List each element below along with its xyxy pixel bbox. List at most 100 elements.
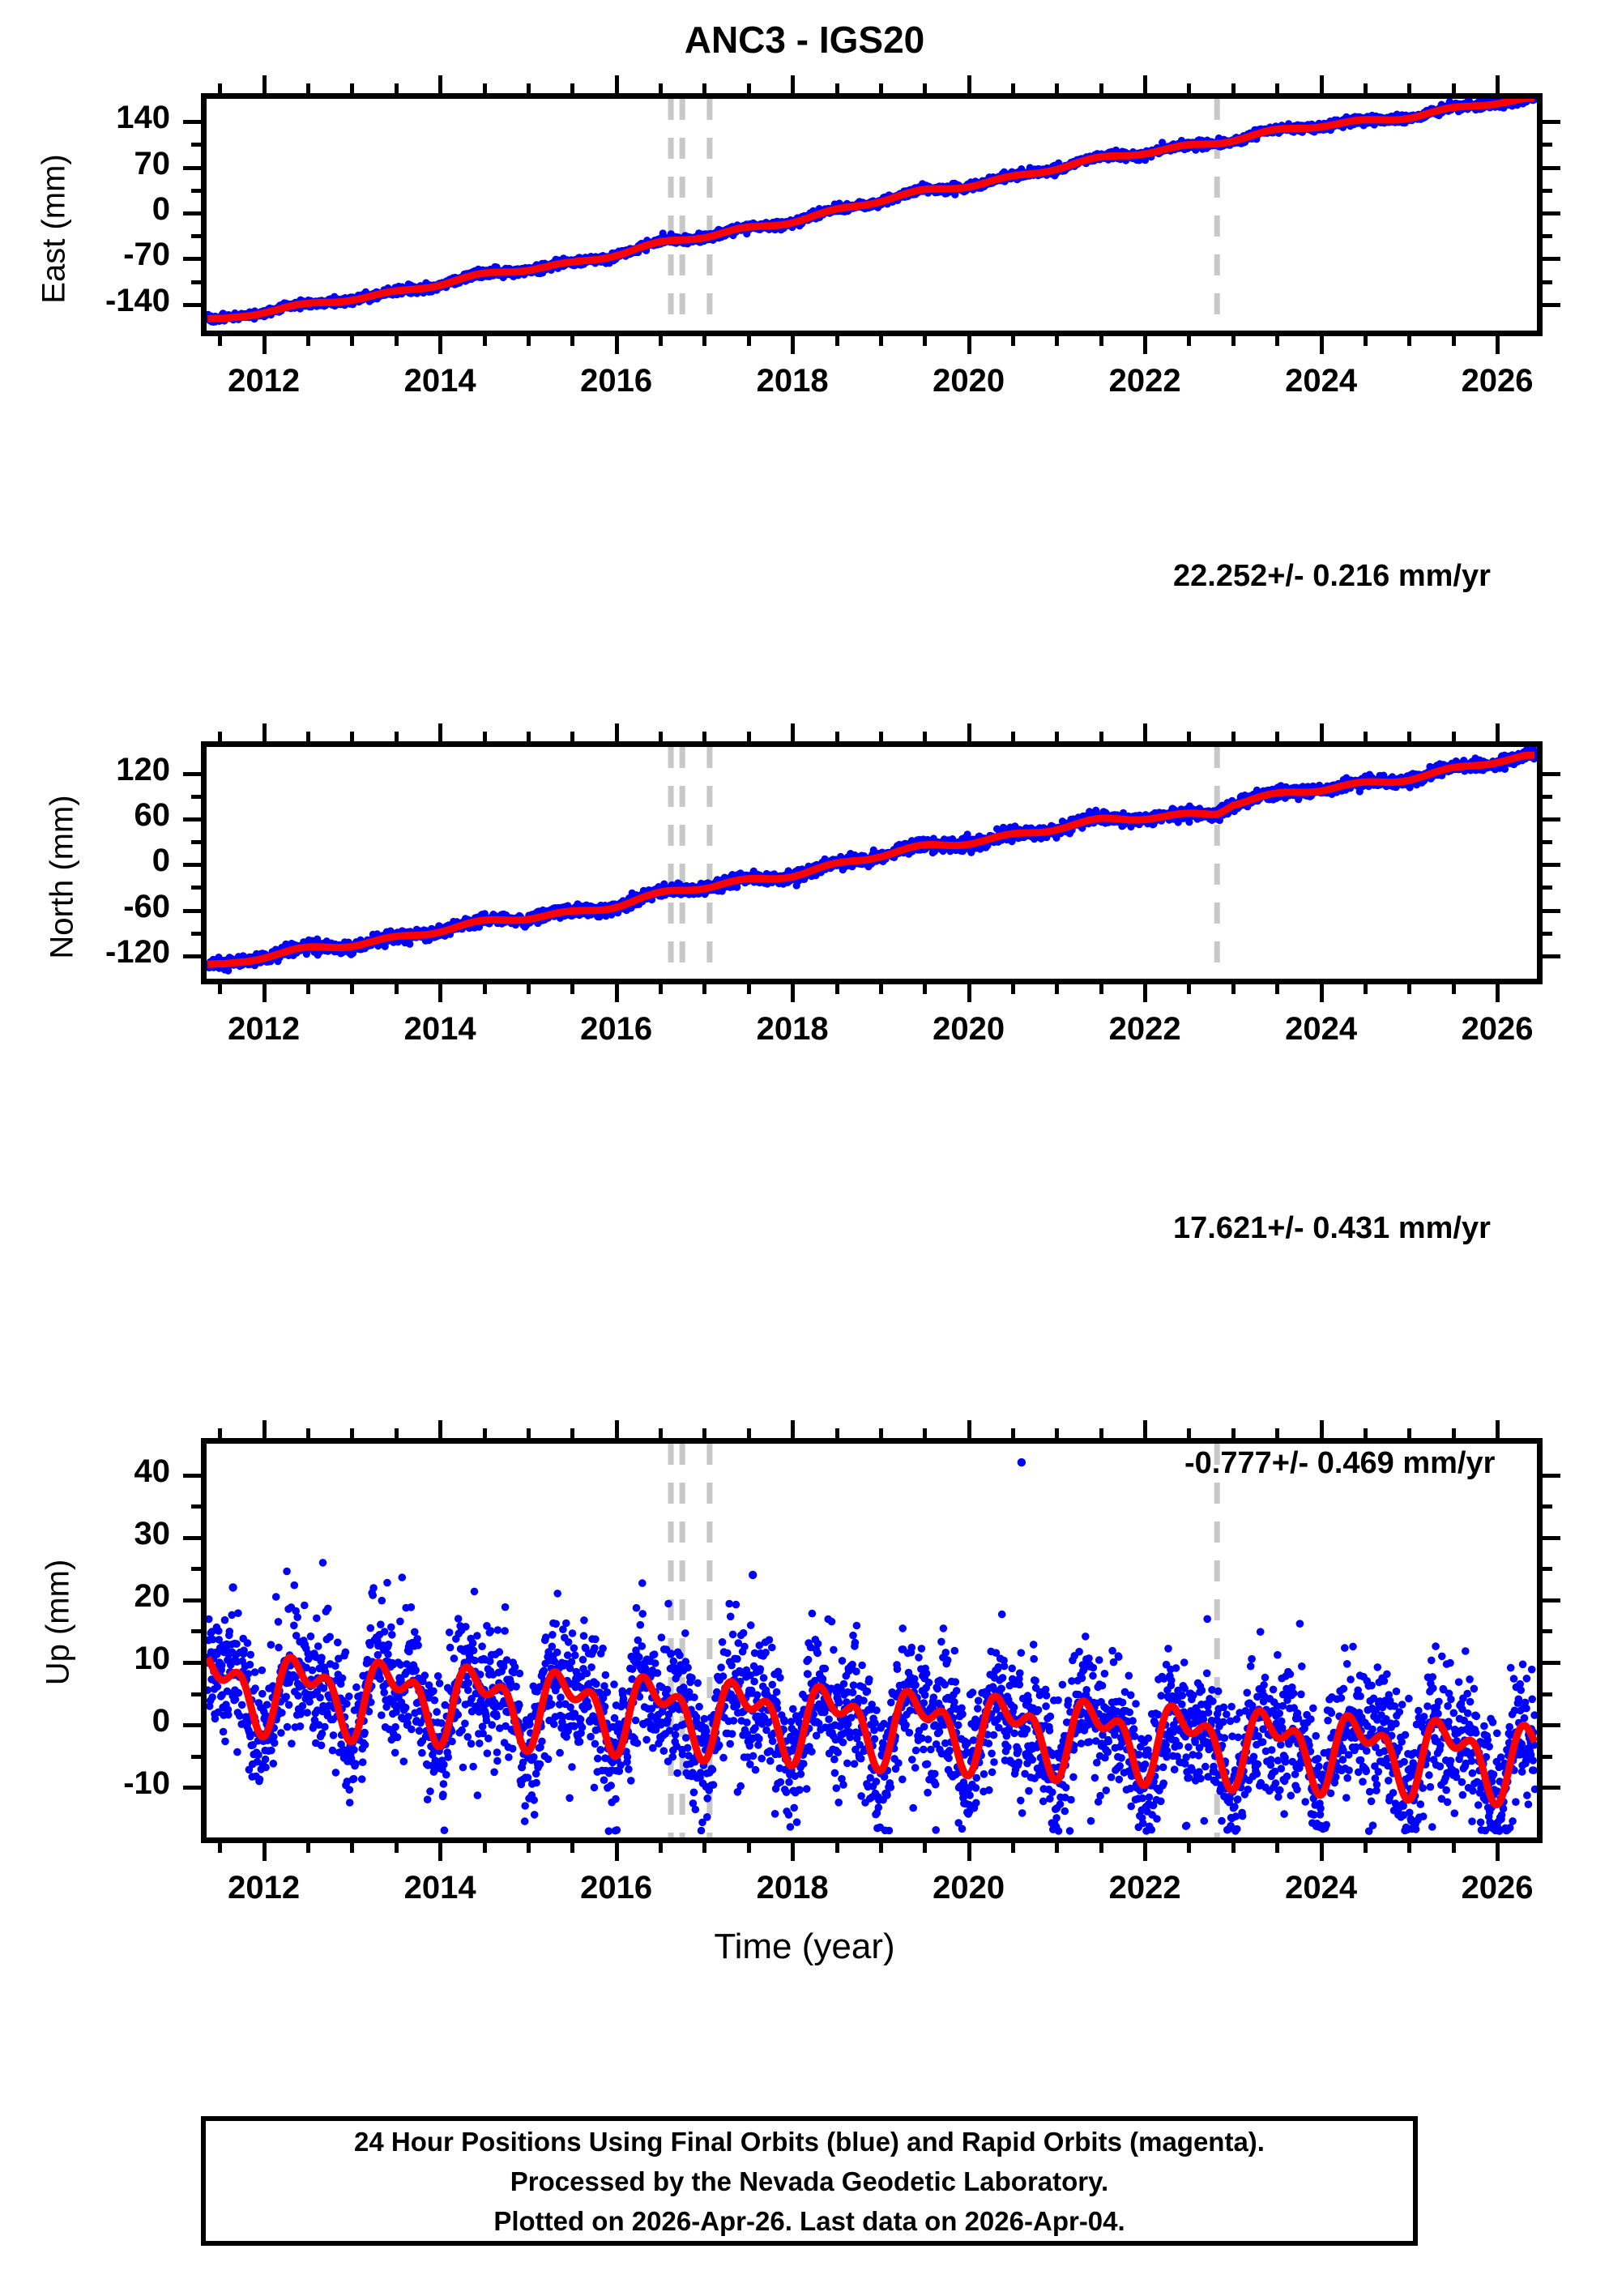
x-minor-tick-up-t-2019.0 [878, 1428, 883, 1438]
x-tick-label-north-2022: 2022 [1108, 1011, 1181, 1047]
x-tick-up-2012 [262, 1843, 267, 1861]
x-minor-tick-east-b-2024.5 [1363, 336, 1368, 346]
x-minor-tick-east-t-2022.5 [1187, 83, 1192, 93]
x-minor-tick-up-t-2023.5 [1275, 1428, 1280, 1438]
x-minor-tick-east-b-2012.5 [306, 336, 311, 346]
y-minor-tick-up-l1 [191, 1567, 201, 1572]
x-minor-tick-up-b-2016.5 [659, 1843, 664, 1853]
x-minor-tick-up-b-2013.5 [394, 1843, 399, 1853]
x-minor-tick-up-b-2025.0 [1407, 1843, 1412, 1853]
x-tick-up-2014 [438, 1843, 443, 1861]
x-tick-top-up-2016 [614, 1420, 619, 1438]
x-tick-label-east-2014: 2014 [403, 363, 476, 399]
y-tick-north-1 [183, 817, 201, 822]
y-tick-up-1 [183, 1535, 201, 1540]
x-minor-tick-east-b-2022.5 [1187, 336, 1192, 346]
x-minor-tick-north-b-2013.0 [350, 984, 355, 994]
x-tick-label-up-2020: 2020 [933, 1870, 1005, 1906]
x-minor-tick-north-b-2019.5 [923, 984, 928, 994]
x-tick-label-east-2018: 2018 [756, 363, 829, 399]
y-tick-label-north-2: 0 [152, 843, 170, 879]
x-minor-tick-up-b-2014.5 [482, 1843, 487, 1853]
x-minor-tick-up-b-2022.5 [1187, 1843, 1192, 1853]
x-minor-tick-up-b-2024.5 [1363, 1843, 1368, 1853]
x-tick-top-up-2018 [791, 1420, 796, 1438]
x-tick-top-east-2018 [791, 75, 796, 93]
x-tick-label-north-2014: 2014 [403, 1011, 476, 1047]
x-tick-up-2020 [967, 1843, 971, 1861]
y-minor-tick-east-r1 [1543, 188, 1552, 193]
footer-caption-box: 24 Hour Positions Using Final Orbits (bl… [201, 2116, 1418, 2246]
y-minor-tick-east-l1 [191, 188, 201, 193]
x-minor-tick-up-b-2015.0 [526, 1843, 531, 1853]
y-tick-north-3 [183, 908, 201, 913]
y-tick-label-east-1: 70 [134, 145, 171, 181]
x-tick-top-east-2020 [967, 75, 971, 93]
x-tick-top-north-2026 [1496, 723, 1500, 741]
x-tick-label-up-2024: 2024 [1285, 1870, 1358, 1906]
x-minor-tick-up-b-2023.0 [1231, 1843, 1236, 1853]
x-minor-tick-north-t-2021.5 [1099, 732, 1103, 741]
x-minor-tick-up-t-2012.5 [306, 1428, 311, 1438]
x-tick-label-north-2016: 2016 [580, 1011, 653, 1047]
x-tick-top-up-2012 [262, 1420, 267, 1438]
x-minor-tick-north-t-2013.0 [350, 732, 355, 741]
x-minor-tick-north-t-2024.5 [1363, 732, 1368, 741]
x-tick-top-north-2012 [262, 723, 267, 741]
x-minor-tick-east-t-2020.5 [1010, 83, 1015, 93]
x-minor-tick-east-b-2019.0 [878, 336, 883, 346]
x-minor-tick-east-b-2013.5 [394, 336, 399, 346]
x-tick-east-2018 [791, 336, 796, 354]
y-tick-east-4 [183, 302, 201, 307]
y-tick-right-north-3 [1543, 908, 1560, 913]
x-minor-tick-east-t-2015.5 [570, 83, 575, 93]
y-minor-tick-north-l0 [191, 794, 201, 799]
x-minor-tick-up-t-2017.5 [746, 1428, 751, 1438]
x-minor-tick-up-b-2025.5 [1451, 1843, 1456, 1853]
x-tick-top-north-2022 [1143, 723, 1148, 741]
x-tick-east-2012 [262, 336, 267, 354]
y-tick-right-up-1 [1543, 1535, 1560, 1540]
x-tick-label-east-2020: 2020 [933, 363, 1005, 399]
x-tick-label-east-2016: 2016 [580, 363, 653, 399]
x-minor-tick-up-t-2022.5 [1187, 1428, 1192, 1438]
y-tick-label-east-4: -140 [105, 282, 170, 318]
x-minor-tick-north-b-2017.5 [746, 984, 751, 994]
x-minor-tick-east-t-2017.0 [702, 83, 707, 93]
x-minor-tick-north-t-2022.5 [1187, 732, 1192, 741]
x-minor-tick-north-t-2016.5 [659, 732, 664, 741]
y-tick-up-0 [183, 1473, 201, 1478]
x-minor-tick-north-t-2015.5 [570, 732, 575, 741]
x-minor-tick-up-b-2023.5 [1275, 1843, 1280, 1853]
x-minor-tick-up-t-2021.5 [1099, 1428, 1103, 1438]
page-title: ANC3 - IGS20 [684, 19, 925, 61]
x-minor-tick-up-b-2015.5 [570, 1843, 575, 1853]
panel-up-data-canvas [207, 1444, 1537, 1837]
x-minor-tick-up-t-2025.5 [1451, 1428, 1456, 1438]
y-tick-right-north-4 [1543, 954, 1560, 958]
y-tick-label-east-2: 0 [152, 190, 170, 227]
x-minor-tick-east-t-2014.5 [482, 83, 487, 93]
x-minor-tick-up-t-2021.0 [1055, 1428, 1060, 1438]
y-tick-north-0 [183, 771, 201, 776]
y-tick-up-4 [183, 1723, 201, 1728]
x-minor-tick-up-t-2013.5 [394, 1428, 399, 1438]
x-minor-tick-east-t-2015.0 [526, 83, 531, 93]
panel-north-plot-frame [201, 741, 1543, 984]
x-minor-tick-east-b-2021.5 [1099, 336, 1103, 346]
x-tick-east-2022 [1143, 336, 1148, 354]
x-tick-top-east-2016 [614, 75, 619, 93]
x-tick-north-2022 [1143, 984, 1148, 1002]
y-tick-label-up-3: 10 [134, 1641, 171, 1676]
y-tick-right-east-3 [1543, 257, 1560, 262]
x-minor-tick-up-b-2018.5 [834, 1843, 839, 1853]
y-minor-tick-east-l0 [191, 143, 201, 147]
x-tick-top-up-2024 [1319, 1420, 1324, 1438]
x-minor-tick-east-b-2013.0 [350, 336, 355, 346]
x-minor-tick-east-t-2021.0 [1055, 83, 1060, 93]
x-tick-north-2024 [1319, 984, 1324, 1002]
x-tick-top-up-2026 [1496, 1420, 1500, 1438]
x-minor-tick-east-t-2013.5 [394, 83, 399, 93]
x-minor-tick-north-t-2021.0 [1055, 732, 1060, 741]
